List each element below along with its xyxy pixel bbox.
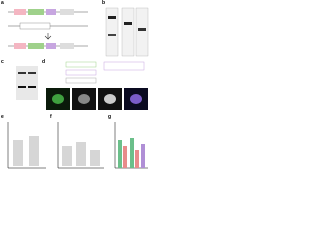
panel-label: e: [1, 114, 4, 120]
blots: [105, 7, 149, 57]
western-blot: [16, 66, 38, 100]
panel-label: g: [108, 114, 111, 120]
microscopy: [46, 61, 148, 110]
panel-label: d: [42, 59, 45, 65]
panel-label: a: [1, 0, 4, 6]
panel-label: b: [102, 0, 105, 6]
figure: a b c d: [1, 0, 149, 169]
plot: [57, 122, 104, 169]
construct-diagram: [8, 9, 88, 49]
panel-label: f: [50, 114, 52, 120]
plot: [7, 122, 46, 169]
bar-plot: [114, 122, 148, 169]
panel-label: c: [1, 59, 4, 65]
